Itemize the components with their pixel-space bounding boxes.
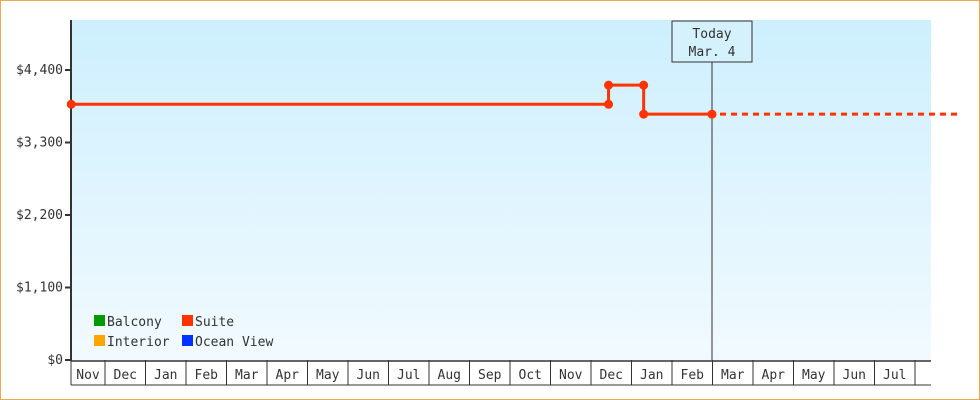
data-point — [639, 80, 649, 90]
x-tick-label: Apr — [762, 368, 786, 383]
x-tick-label: Oct — [519, 368, 542, 383]
data-point — [604, 80, 614, 90]
x-tick-label: Jan — [640, 368, 663, 383]
legend-swatch — [182, 335, 193, 346]
x-tick-label: Aug — [438, 368, 461, 383]
x-tick-label: Feb — [195, 368, 219, 383]
data-point — [604, 99, 614, 109]
x-tick-label: Nov — [559, 368, 583, 383]
legend-swatch — [94, 335, 105, 346]
x-tick-label: Apr — [276, 368, 300, 383]
x-tick-label: May — [802, 368, 826, 383]
x-tick-label: Dec — [114, 368, 137, 383]
legend-label: Suite — [195, 315, 234, 330]
y-tick-label: $2,200 — [16, 208, 63, 223]
x-tick-label: Nov — [76, 368, 100, 383]
legend-swatch — [94, 315, 105, 326]
data-point — [639, 109, 649, 119]
legend-label: Balcony — [107, 315, 162, 330]
legend-label: Ocean View — [195, 335, 273, 350]
today-box — [671, 20, 753, 63]
x-tick-label: Jun — [843, 368, 866, 383]
series-line-suite — [71, 83, 712, 116]
x-tick-label: Jul — [397, 368, 420, 383]
x-tick-label: Jan — [154, 368, 177, 383]
plot-area — [71, 20, 931, 360]
y-tick-label: $3,300 — [16, 136, 63, 151]
data-point — [707, 109, 717, 119]
x-tick-label: May — [316, 368, 340, 383]
x-tick-label: Mar — [721, 368, 745, 383]
y-tick-label: $1,100 — [16, 281, 63, 296]
x-tick-label: Mar — [235, 368, 259, 383]
x-tick-label: Jun — [357, 368, 380, 383]
legend-swatch — [182, 315, 193, 326]
x-tick-label: Feb — [681, 368, 705, 383]
x-tick-label: Dec — [600, 368, 623, 383]
x-tick-label: Sep — [478, 368, 502, 383]
x-tick-label: Jul — [883, 368, 906, 383]
y-tick-label: $0 — [47, 353, 63, 368]
legend-label: Interior — [107, 335, 170, 350]
y-tick-label: $4,400 — [16, 63, 63, 78]
today-date: Mar. 4 — [689, 45, 736, 60]
data-point — [66, 99, 76, 109]
today-label: Today — [692, 27, 731, 42]
